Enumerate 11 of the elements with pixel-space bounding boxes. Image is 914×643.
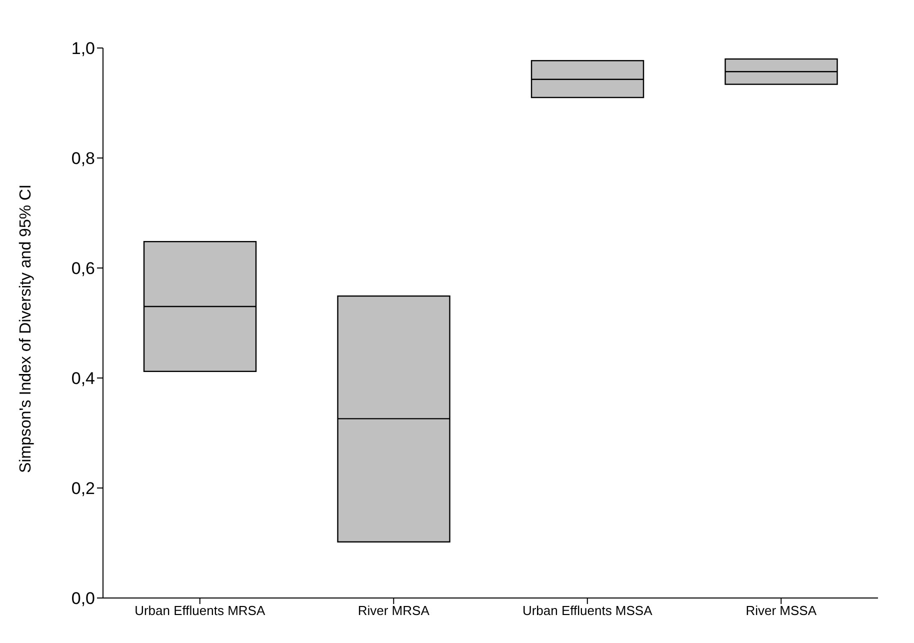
y-axis-title: Simpson's Index of Diversity and 95% CI xyxy=(18,184,35,473)
y-tick-label: 0,0 xyxy=(71,589,95,608)
x-tick-label: River MSSA xyxy=(746,603,817,618)
x-tick-label: Urban Effluents MSSA xyxy=(522,603,653,618)
x-tick-label: Urban Effluents MRSA xyxy=(134,603,266,618)
x-tick-label: River MRSA xyxy=(358,603,430,618)
y-tick-label: 0,2 xyxy=(71,479,95,498)
y-tick-label: 0,4 xyxy=(71,369,95,388)
y-tick-label: 0,8 xyxy=(71,149,95,168)
y-tick-label: 0,6 xyxy=(71,259,95,278)
y-tick-label: 1,0 xyxy=(71,39,95,58)
